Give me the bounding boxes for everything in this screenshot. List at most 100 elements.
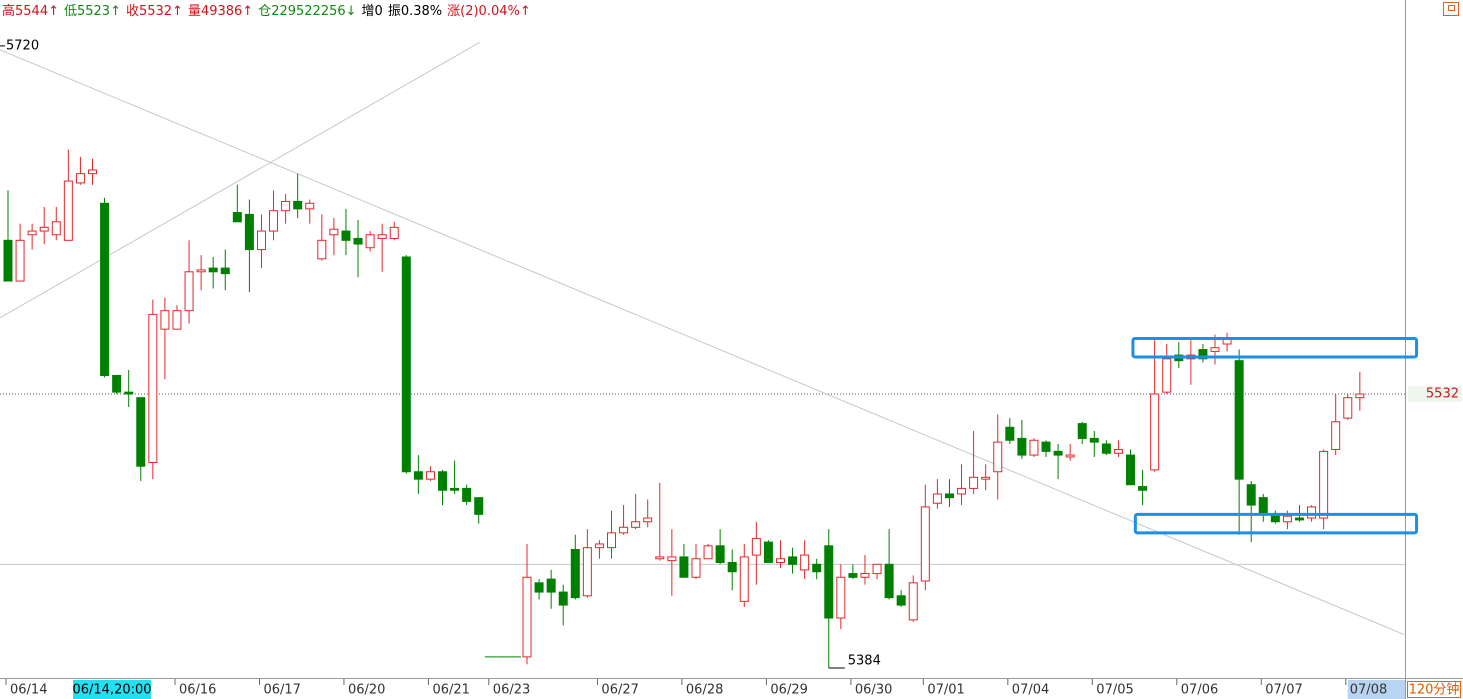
candle-body — [1113, 449, 1123, 454]
candle-body — [715, 545, 725, 563]
window-icon-inner — [1448, 5, 1455, 11]
info-item: 增0 — [362, 4, 383, 19]
candle-body — [944, 493, 954, 499]
candle-body — [1343, 397, 1353, 419]
candle-body — [558, 591, 568, 606]
x-tick-label: 06/28 — [686, 683, 723, 698]
candle-body — [269, 210, 279, 232]
candle-body — [1101, 443, 1111, 454]
cursor-label: 06/14,20:00 — [72, 683, 151, 698]
candle-body — [196, 269, 206, 273]
high-mark-label: 5720 — [6, 38, 39, 53]
candle-body — [643, 517, 653, 523]
candle-body — [1150, 393, 1160, 471]
candle-body — [619, 526, 629, 534]
cursor-label-bg — [73, 680, 151, 699]
current-date-bg — [1347, 680, 1405, 699]
candle-body — [812, 563, 822, 573]
candle-body — [691, 558, 701, 578]
x-tick-label: 07/05 — [1096, 683, 1133, 698]
trend-line — [0, 41, 481, 319]
candle-body — [860, 573, 870, 578]
candle-body — [51, 221, 61, 236]
candle-body — [920, 506, 930, 582]
candle-body — [582, 547, 592, 597]
candle-body — [1053, 450, 1063, 456]
info-item: 涨(2)0.04%↑ — [447, 4, 531, 19]
candle-body — [377, 234, 387, 239]
candle-body — [1077, 423, 1087, 439]
candle-body — [594, 543, 604, 549]
candle-body — [1017, 437, 1027, 456]
candle-body — [932, 493, 942, 504]
candle-body — [1355, 393, 1365, 399]
candle-body — [425, 471, 435, 480]
candle-body — [1319, 450, 1329, 519]
candle-body — [1162, 358, 1172, 393]
candle-body — [763, 541, 773, 563]
candle-body — [631, 521, 641, 528]
candle-body — [1126, 454, 1136, 486]
candle-body — [87, 169, 97, 175]
candle-body — [136, 397, 146, 467]
info-item: 低5523↑ — [64, 4, 121, 19]
candle-body — [401, 256, 411, 473]
candle-body — [1138, 486, 1148, 491]
candle-body — [872, 563, 882, 575]
period-label[interactable]: 120分钟 — [1409, 682, 1460, 698]
candle-body — [353, 237, 363, 245]
candle-body — [1282, 515, 1292, 523]
candle-body — [1041, 441, 1051, 452]
candle-body — [800, 554, 810, 571]
candle-body — [39, 226, 49, 232]
highlight-box — [1133, 512, 1419, 535]
candle-body — [679, 556, 689, 578]
window-icon[interactable] — [1443, 2, 1459, 16]
candle-body — [15, 239, 25, 282]
info-item: 高5544↑ — [2, 3, 59, 19]
candle-body — [389, 226, 399, 239]
candle-body — [413, 471, 423, 480]
x-tick-label: 06/23 — [493, 683, 530, 698]
candle-body — [1258, 497, 1268, 515]
candle-body — [244, 213, 254, 251]
x-tick-label: 06/14 — [10, 683, 47, 698]
x-tick-label: 06/21 — [432, 683, 469, 698]
x-tick-label: 06/20 — [348, 683, 385, 698]
candle-body — [607, 532, 616, 549]
candle-body — [281, 200, 291, 212]
last-price-label: 5532 — [1426, 386, 1459, 401]
candle-body — [63, 180, 73, 241]
candle-body — [232, 212, 242, 223]
candle-body — [3, 239, 13, 282]
candle-body — [365, 234, 375, 249]
candle-body — [1331, 421, 1341, 451]
candle-body — [775, 558, 785, 563]
candle-body — [1198, 349, 1208, 360]
x-tick-label: 06/27 — [601, 683, 638, 698]
trend-line — [0, 49, 1405, 636]
x-tick-label: 07/06 — [1181, 683, 1218, 698]
x-tick-label: 07/08 — [1350, 683, 1387, 698]
candle-body — [848, 573, 858, 578]
candle-body — [184, 271, 194, 312]
candle-body — [112, 374, 122, 393]
candle-body — [341, 230, 351, 241]
highlight-box — [1131, 336, 1419, 359]
candle-body — [1005, 426, 1015, 441]
x-tick-label: 07/07 — [1265, 683, 1302, 698]
candle-body — [1089, 437, 1099, 443]
candle-body — [751, 537, 761, 556]
candle-body — [474, 497, 484, 515]
candle-body — [836, 576, 846, 619]
candle-body — [1246, 484, 1256, 506]
candle-body — [824, 545, 834, 619]
candle-body — [329, 228, 339, 236]
period-box[interactable] — [1407, 681, 1461, 698]
x-tick-label: 06/29 — [770, 683, 807, 698]
candle-body — [908, 582, 918, 621]
x-tick-label: 06/17 — [263, 683, 300, 698]
candle-body — [570, 549, 580, 599]
candle-body — [884, 563, 894, 599]
